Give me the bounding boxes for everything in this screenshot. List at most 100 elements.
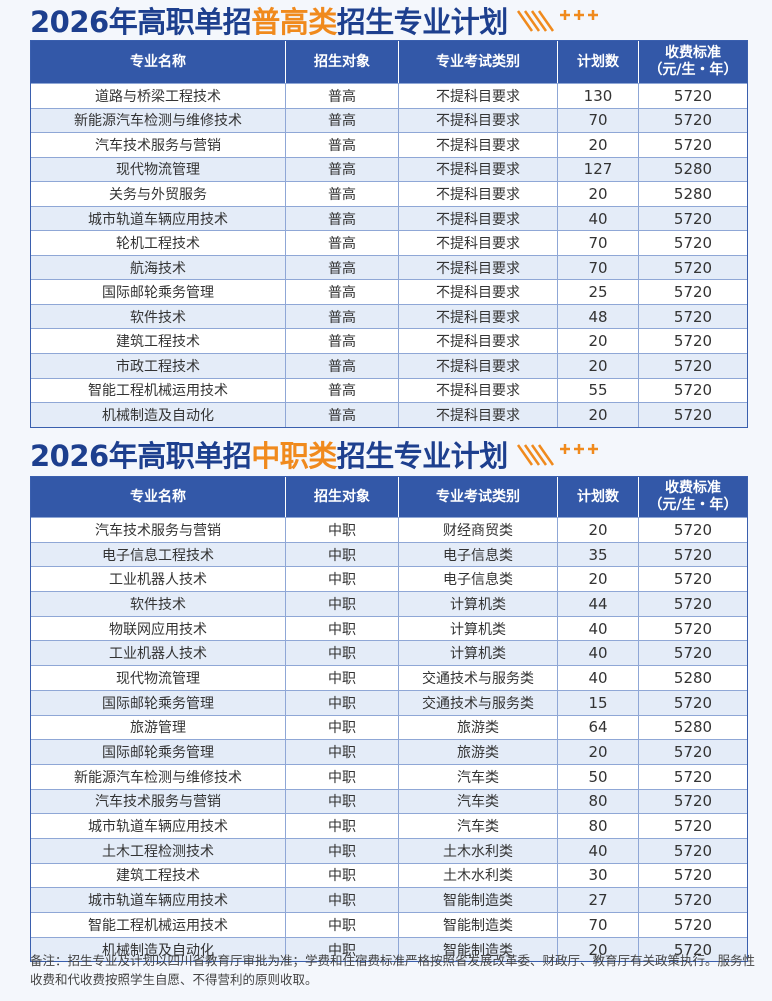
table-cell: 5720 [673, 86, 713, 105]
table-cell: 20 [558, 567, 639, 592]
table-cell: 普高 [286, 182, 399, 206]
table-cell: 汽车技术服务与营销 [31, 133, 286, 157]
table-row: 土木工程检测技术 中职 土木水利类 40 5720 [31, 837, 747, 863]
table-row: 建筑工程技术 普高 不提科目要求 20 5720 [31, 328, 747, 354]
table-cell: 智能制造类 [399, 913, 558, 937]
table-cell: 普高 [286, 133, 399, 157]
table-cell: 55 [558, 378, 639, 403]
header-cell: 招生对象 [286, 477, 399, 517]
table-cell: 20 [558, 133, 639, 157]
table-cell: 国际邮轮乘务管理 [31, 690, 286, 715]
table-cell: 25 [558, 280, 639, 304]
table-row: 城市轨道车辆应用技术 中职 汽车类 80 5720 [31, 813, 747, 838]
table-cell: 普高 [286, 304, 399, 329]
table-row: 国际邮轮乘务管理 中职 旅游类 20 5720 [31, 739, 747, 764]
table-cell: 中职 [286, 567, 399, 592]
table-row: 航海技术 普高 不提科目要求 70 5720 [31, 254, 747, 280]
table-cell: 中职 [286, 740, 399, 764]
table-cell: 中职 [286, 592, 399, 616]
table-cell: 新能源汽车检测与维修技术 [31, 108, 286, 133]
table-cell: 中职 [286, 913, 399, 937]
table-row: 现代物流管理 中职 交通技术与服务类 40 5280 [31, 665, 747, 690]
table-cell: 汽车类 [399, 814, 558, 838]
table-cell: 5720 [673, 743, 713, 762]
table-cell: 机械制造及自动化 [31, 937, 286, 962]
table-cell: 5720 [673, 356, 713, 375]
table-cell: 64 [558, 715, 639, 740]
table-cell: 土木工程检测技术 [31, 838, 286, 863]
table-cell: 不提科目要求 [399, 378, 558, 403]
table-cell: 现代物流管理 [31, 157, 286, 182]
table-row: 工业机器人技术 中职 计算机类 40 5720 [31, 640, 747, 666]
table-cell: 不提科目要求 [399, 329, 558, 354]
table-cell: 5720 [673, 307, 713, 326]
table-cell: 工业机器人技术 [31, 567, 286, 592]
table-cell: 旅游类 [399, 740, 558, 764]
table-cell: 30 [558, 863, 639, 888]
table-cell: 5720 [673, 520, 713, 539]
table-body: 汽车技术服务与营销 中职 财经商贸类 20 5720 电子信息工程技术 中职 电子信息类 35 5… [31, 517, 747, 962]
table-row: 工业机器人技术 中职 电子信息类 20 5720 [31, 566, 747, 592]
table-cell: 中职 [286, 542, 399, 567]
table-cell: 5720 [673, 841, 713, 860]
table-cell: 40 [558, 206, 639, 231]
table-cell: 70 [558, 913, 639, 937]
table-row: 汽车技术服务与营销 中职 财经商贸类 20 5720 [31, 517, 747, 542]
title-part: 中职类 [251, 439, 337, 473]
table-cell: 普高 [286, 378, 399, 403]
table-cell: 旅游类 [399, 715, 558, 740]
table-row: 汽车技术服务与营销 中职 汽车类 80 5720 [31, 788, 747, 814]
table-cell: 中职 [286, 518, 399, 542]
table-row: 新能源汽车检测与维修技术 中职 汽车类 50 5720 [31, 763, 747, 789]
title-part: 招生专业计划 [336, 5, 509, 39]
title-part: 普高类 [251, 5, 337, 39]
table-cell: 计算机类 [399, 592, 558, 616]
table-cell: 5720 [673, 940, 713, 959]
table-cell: 15 [558, 690, 639, 715]
table-cell: 电子信息工程技术 [31, 542, 286, 567]
table-row: 新能源汽车检测与维修技术 普高 不提科目要求 70 5720 [31, 107, 747, 133]
table-cell: 48 [558, 304, 639, 329]
table-cell: 20 [558, 329, 639, 354]
table-cell: 交通技术与服务类 [399, 666, 558, 690]
table-cell: 智能制造类 [399, 888, 558, 912]
table-cell: 土木水利类 [399, 838, 558, 863]
table-cell: 5720 [673, 792, 713, 811]
table-cell: 127 [558, 157, 639, 182]
table-row: 电子信息工程技术 中职 电子信息类 35 5720 [31, 541, 747, 567]
header-line: 收费标准 [665, 480, 721, 496]
table-cell: 5720 [673, 817, 713, 836]
header-cell: 专业考试类别 [399, 477, 558, 517]
table-cell: 5720 [673, 258, 713, 277]
table-cell: 智能工程机械运用技术 [31, 913, 286, 937]
header-cell: 专业名称 [31, 41, 286, 83]
table-row: 关务与外贸服务 普高 不提科目要求 20 5280 [31, 181, 747, 206]
table-cell: 20 [558, 354, 639, 378]
table-cell: 20 [558, 518, 639, 542]
table-cell: 汽车技术服务与营销 [31, 518, 286, 542]
table-cell: 5720 [673, 866, 713, 885]
table-row: 机械制造及自动化 中职 智能制造类 20 5720 [31, 936, 747, 962]
table-row: 国际邮轮乘务管理 中职 交通技术与服务类 15 5720 [31, 689, 747, 715]
table-cell: 不提科目要求 [399, 182, 558, 206]
table-cell: 中职 [286, 937, 399, 962]
table-cell: 不提科目要求 [399, 84, 558, 108]
table-cell: 5720 [673, 405, 713, 424]
table-cell: 普高 [286, 354, 399, 378]
header-cell: 收费标准 （元/生・年） [639, 477, 747, 517]
table-cell: 5720 [673, 332, 713, 351]
table-cell: 智能工程机械运用技术 [31, 378, 286, 403]
table-cell: 中职 [286, 764, 399, 789]
table-cell: 80 [558, 814, 639, 838]
table-cell: 航海技术 [31, 255, 286, 280]
table-cell: 20 [558, 740, 639, 764]
table-cell: 软件技术 [31, 592, 286, 616]
table-row: 建筑工程技术 中职 土木水利类 30 5720 [31, 862, 747, 888]
table-row: 市政工程技术 普高 不提科目要求 20 5720 [31, 353, 747, 378]
table-cell: 道路与桥梁工程技术 [31, 84, 286, 108]
table-cell: 中职 [286, 814, 399, 838]
table-cell: 5720 [673, 619, 713, 638]
table: 专业名称 招生对象 专业考试类别 计划数 收费标准 （元/生・年） 道路与桥梁工程技术 普高不… [30, 40, 748, 428]
header-line: （元/生・年） [648, 62, 738, 78]
header-line: 收费标准 [665, 45, 721, 61]
